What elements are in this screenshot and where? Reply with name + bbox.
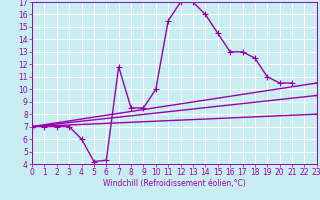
X-axis label: Windchill (Refroidissement éolien,°C): Windchill (Refroidissement éolien,°C) — [103, 179, 246, 188]
